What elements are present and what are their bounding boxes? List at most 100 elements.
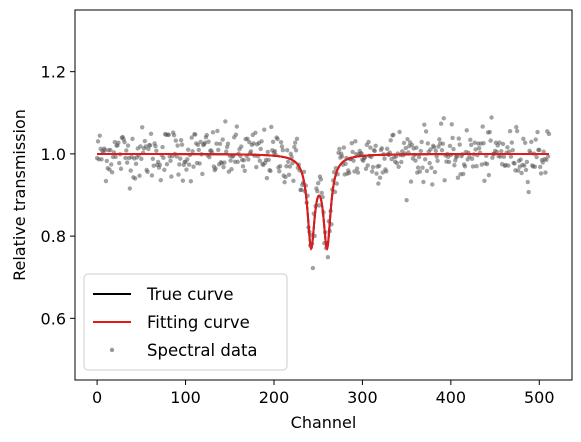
spectral-data-point [287,164,293,169]
spectral-data-point [301,169,307,175]
spectral-data-point [213,166,218,171]
spectral-data-point [133,161,139,167]
spectral-data-point [526,189,531,195]
spectral-data-point [352,169,357,174]
spectral-data-point [419,139,424,145]
spectral-data-point [190,149,195,154]
spectral-data-point [430,182,435,187]
spectral-data-point [157,162,163,167]
spectral-data-point [316,203,322,208]
spectral-data-point [234,124,240,129]
spectral-data-point [200,171,205,177]
spectral-data-point [409,142,415,148]
spectral-data-point [151,163,156,168]
spectral-data-point [265,149,270,155]
spectral-data-point [97,133,102,138]
spectral-data-point [247,139,252,145]
spectral-data-point [148,131,154,137]
spectral-data-point [146,146,151,152]
spectral-data-point [468,137,473,143]
spectral-data-point [292,144,297,150]
spectral-data-point [109,170,115,175]
spectral-data-point [439,147,445,153]
spectral-data-point [246,157,251,162]
spectral-data-point [498,154,503,159]
spectral-data-point [399,159,404,165]
spectral-data-point [376,181,381,186]
spectral-data-point [102,147,108,153]
spectral-data-point [337,146,342,152]
spectral-data-point [95,139,101,144]
spectral-data-point [482,178,487,183]
spectral-data-point [533,137,538,142]
spectral-data-point [519,170,524,176]
spectral-data-point [245,136,250,142]
spectral-data-point [418,148,423,154]
spectral-data-point [415,165,421,170]
spectral-data-point [403,145,408,151]
spectral-data-point [449,122,454,127]
spectral-data-point [468,142,474,148]
spectral-data-point [169,174,174,179]
spectral-data-point [369,169,375,174]
spectral-data-point [384,146,390,152]
spectral-data-point [351,158,356,163]
spectral-data-point [521,136,526,142]
spectral-data-point [214,141,219,146]
spectral-data-point [462,164,468,169]
spectral-data-point [543,170,548,175]
spectral-data-point [522,140,528,145]
spectral-data-point [373,143,378,149]
axes-frame [74,9,573,381]
spectral-data-point [168,158,173,163]
spectral-data-point [186,147,191,152]
spectral-data-point [372,148,377,154]
spectral-data-point [162,167,167,173]
spectral-data-point [188,179,194,184]
spectral-data-point [514,124,519,130]
spectral-data-point [132,176,138,181]
spectral-data-point [480,124,485,129]
spectral-data-point [318,177,324,182]
spectral-data-point [423,129,429,134]
spectral-data-point [202,140,208,146]
spectral-data-point [149,173,155,178]
spectral-data-point [206,139,211,144]
spectral-data-point [429,165,434,170]
spectral-data-point [384,169,389,174]
spectral-data-point [191,164,196,169]
spectral-data-point [117,160,122,166]
spectral-data-point [293,148,299,153]
spectral-data-point [489,115,494,120]
spectral-data-point [396,164,401,170]
spectral-data-point [509,140,515,145]
spectral-data-point [195,142,201,147]
spectral-data-point [532,164,538,169]
spectral-data-point [210,130,216,135]
spectral-data-point [442,178,447,183]
spectral-data-point [380,170,385,175]
spectral-data-point [272,148,278,154]
spectral-data-point [259,139,264,144]
spectral-data-point [379,146,385,151]
spectral-data-point [127,186,133,191]
spectral-data-point [125,143,131,148]
spectral-data-point [413,158,418,163]
spectral-data-point [173,138,179,143]
spectral-data-point [279,144,285,149]
legend-box [83,273,288,371]
spectral-data-point [239,144,244,149]
spectral-data-point [174,154,179,159]
spectral-data-point [487,129,492,135]
spectral-data-point [461,171,466,177]
spectral-data-point [128,168,133,173]
spectral-data-point [258,146,263,152]
spectral-data-point [512,161,517,166]
y-tick-label: 0.6 [41,309,66,328]
spectral-data-point [286,172,292,178]
x-tick-label: 200 [259,388,290,407]
spectral-data-point [180,178,186,183]
spectral-data-point [508,154,514,159]
spectral-data-point [176,172,181,177]
spectral-data-point [315,188,320,194]
